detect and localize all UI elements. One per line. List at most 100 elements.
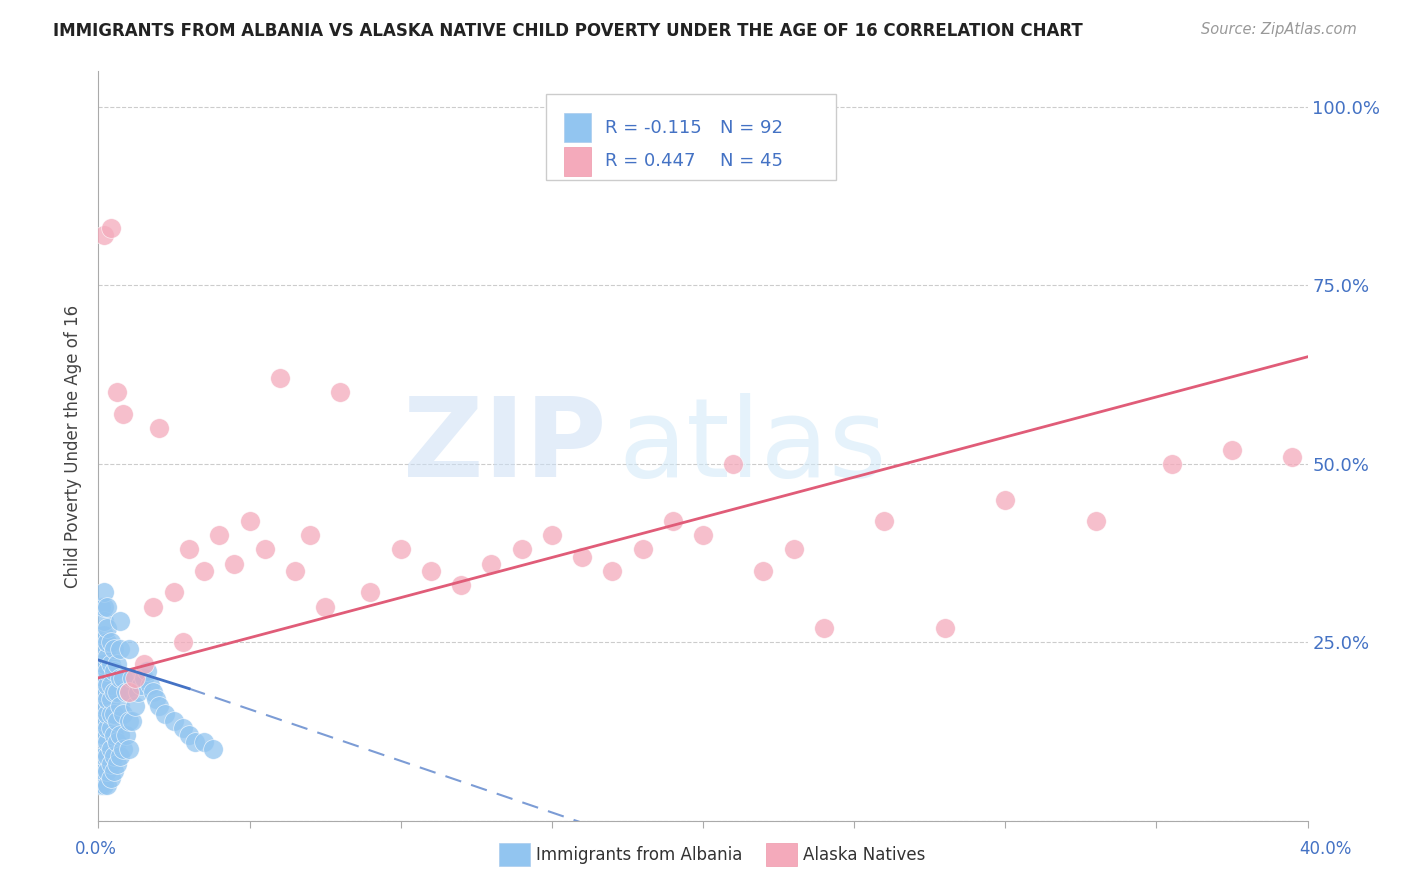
Point [752, 564, 775, 578]
Point [239, 514, 262, 528]
Point [118, 714, 141, 728]
Point [93, 628, 115, 642]
Point [93, 657, 115, 671]
Point [93, 764, 115, 778]
Point [723, 457, 745, 471]
Point [142, 685, 165, 699]
Point [108, 614, 131, 628]
Point [105, 385, 128, 400]
Point [93, 642, 115, 657]
Point [100, 221, 122, 235]
Point [100, 721, 122, 735]
Point [145, 692, 167, 706]
Point [193, 735, 215, 749]
Point [93, 749, 115, 764]
Point [153, 706, 176, 721]
Point [193, 564, 215, 578]
Point [121, 714, 143, 728]
Point [100, 678, 122, 692]
Point [121, 671, 143, 685]
Point [571, 549, 593, 564]
Point [93, 599, 115, 614]
Point [314, 599, 336, 614]
Point [783, 542, 806, 557]
Point [103, 664, 125, 678]
Point [93, 585, 115, 599]
Point [132, 671, 155, 685]
FancyBboxPatch shape [546, 94, 837, 180]
Point [90, 685, 112, 699]
Point [284, 564, 307, 578]
Point [100, 706, 122, 721]
Point [163, 714, 186, 728]
Y-axis label: Child Poverty Under the Age of 16: Child Poverty Under the Age of 16 [65, 304, 83, 588]
Point [93, 228, 115, 243]
Point [105, 714, 128, 728]
Point [510, 542, 533, 557]
Text: N = 45: N = 45 [720, 153, 783, 170]
Point [108, 671, 131, 685]
Point [90, 764, 112, 778]
Point [96, 721, 118, 735]
Point [108, 699, 131, 714]
Point [105, 735, 128, 749]
Point [299, 528, 322, 542]
Point [124, 699, 146, 714]
Point [105, 685, 128, 699]
Point [132, 657, 155, 671]
Bar [564, 113, 591, 142]
Point [96, 706, 118, 721]
Point [103, 642, 125, 657]
Point [1085, 514, 1108, 528]
Point [93, 699, 115, 714]
Point [96, 678, 118, 692]
Point [90, 635, 112, 649]
Point [100, 756, 122, 771]
Point [692, 528, 714, 542]
Point [100, 635, 122, 649]
Point [873, 514, 896, 528]
Point [934, 621, 956, 635]
Point [103, 749, 125, 764]
Point [96, 735, 118, 749]
Point [631, 542, 654, 557]
Point [93, 728, 115, 742]
Point [118, 742, 141, 756]
Point [360, 585, 382, 599]
Point [100, 692, 122, 706]
Point [118, 685, 141, 699]
Point [93, 671, 115, 685]
Point [1220, 442, 1243, 457]
Point [1160, 457, 1182, 471]
Point [96, 749, 118, 764]
Text: Immigrants from Albania: Immigrants from Albania [536, 846, 742, 863]
Point [172, 721, 194, 735]
Point [124, 671, 146, 685]
Bar [564, 147, 591, 176]
Point [127, 685, 149, 699]
Text: Source: ZipAtlas.com: Source: ZipAtlas.com [1201, 22, 1357, 37]
Point [96, 778, 118, 792]
Point [602, 564, 624, 578]
Point [450, 578, 472, 592]
Point [118, 642, 141, 657]
Text: 0.0%: 0.0% [75, 840, 117, 858]
Point [994, 492, 1017, 507]
Point [111, 706, 134, 721]
Point [105, 657, 128, 671]
Point [96, 692, 118, 706]
Point [93, 685, 115, 699]
Point [118, 685, 141, 699]
Point [90, 671, 112, 685]
Point [202, 742, 225, 756]
Point [90, 742, 112, 756]
Point [224, 557, 246, 571]
Point [184, 735, 207, 749]
Point [139, 678, 162, 692]
Point [269, 371, 291, 385]
Point [96, 764, 118, 778]
Point [111, 407, 134, 421]
Point [420, 564, 443, 578]
Point [90, 599, 112, 614]
Point [148, 421, 170, 435]
